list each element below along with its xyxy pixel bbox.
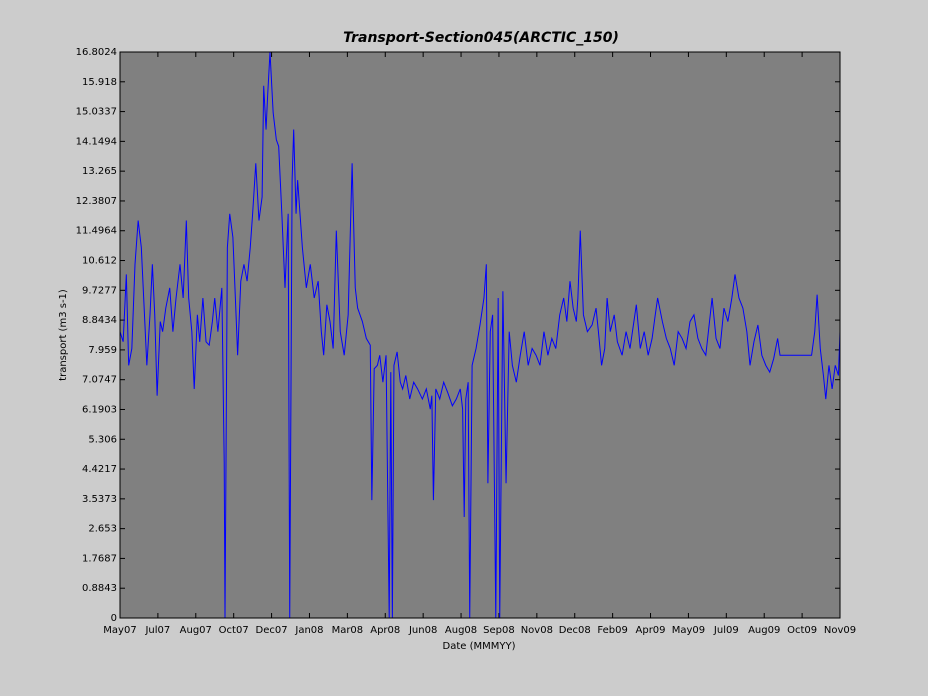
y-tick-label: 12.3807 <box>76 196 117 207</box>
x-tick-label: Jan08 <box>294 625 323 636</box>
x-tick-label: Jul07 <box>144 625 170 636</box>
y-tick-label: 3.5373 <box>82 494 117 505</box>
y-tick-label: 4.4217 <box>82 464 117 475</box>
y-tick-label: 13.265 <box>82 166 117 177</box>
y-tick-label: 10.612 <box>82 256 117 267</box>
y-tick-label: 15.0337 <box>76 107 117 118</box>
x-axis-label: Date (MMMYY) <box>443 641 516 652</box>
x-tick-label: Aug07 <box>180 625 212 636</box>
y-tick-label: 7.959 <box>88 345 117 356</box>
plot-area <box>120 52 840 618</box>
y-tick-label: 2.653 <box>88 524 117 535</box>
y-tick-label: 8.8434 <box>82 315 117 326</box>
y-tick-label: 9.7277 <box>82 285 117 296</box>
data-line <box>119 52 841 619</box>
x-tick-label: Jul09 <box>713 625 739 636</box>
x-tick-label: Apr09 <box>636 625 666 636</box>
x-tick-label: May09 <box>672 625 705 636</box>
y-tick-label: 7.0747 <box>82 375 117 386</box>
x-tick-label: Oct09 <box>787 625 817 636</box>
y-tick-label: 16.8024 <box>76 47 117 58</box>
y-tick-label: 14.1494 <box>76 136 117 147</box>
y-tick-label: 0 <box>111 613 117 624</box>
x-tick-label: Apr08 <box>370 625 400 636</box>
plot-frame <box>119 51 841 619</box>
y-tick-label: 1.7687 <box>82 553 117 564</box>
y-tick-label: 5.306 <box>88 434 117 445</box>
y-axis-label: transport (m3 s-1) <box>58 289 69 381</box>
x-tick-label: Dec07 <box>256 625 288 636</box>
x-tick-label: Nov08 <box>521 625 553 636</box>
x-tick-label: Aug08 <box>445 625 477 636</box>
x-tick-label: Nov09 <box>824 625 856 636</box>
chart-title: Transport-Section045(ARCTIC_150) <box>343 30 619 46</box>
x-tick-label: Sep08 <box>483 625 515 636</box>
x-tick-label: Aug09 <box>748 625 780 636</box>
x-tick-label: Jun08 <box>408 625 437 636</box>
y-tick-label: 0.8843 <box>82 583 117 594</box>
x-tick-label: May07 <box>103 625 136 636</box>
x-tick-label: Mar08 <box>332 625 364 636</box>
x-tick-label: Feb09 <box>597 625 627 636</box>
x-tick-label: Dec08 <box>559 625 591 636</box>
y-tick-label: 15.918 <box>82 77 117 88</box>
y-tick-label: 6.1903 <box>82 404 117 415</box>
x-tick-label: Oct07 <box>219 625 249 636</box>
y-tick-label: 11.4964 <box>76 226 117 237</box>
